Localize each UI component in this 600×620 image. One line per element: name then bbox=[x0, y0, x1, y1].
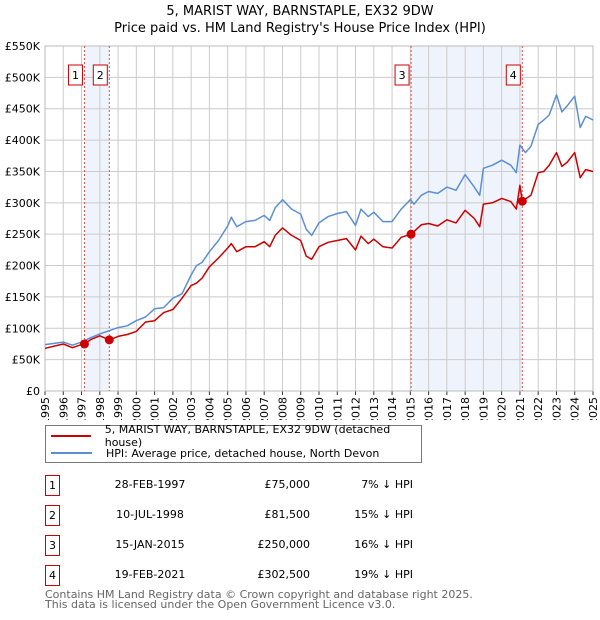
x-tick-label: 2003 bbox=[185, 397, 198, 420]
legend-label: 5, MARIST WAY, BARNSTAPLE, EX32 9DW (det… bbox=[104, 423, 391, 449]
transaction-price: £302,500 bbox=[257, 568, 311, 581]
sale-label: 3 bbox=[399, 69, 406, 82]
x-tick-label: 1998 bbox=[94, 397, 107, 420]
transaction-hpi-diff: 7% ↓ HPI bbox=[361, 478, 413, 491]
transaction-row: 4 19-FEB-2021 £302,500 19% ↓ HPI bbox=[45, 565, 425, 587]
transaction-row: 2 10-JUL-1998 £81,500 15% ↓ HPI bbox=[45, 505, 425, 527]
transaction-number: 4 bbox=[45, 565, 60, 586]
x-tick-label: 2014 bbox=[386, 397, 399, 420]
x-tick-label: 2018 bbox=[459, 397, 472, 420]
sale-point bbox=[517, 196, 527, 206]
x-tick-label: 2016 bbox=[423, 397, 436, 420]
y-tick-label: £450K bbox=[5, 103, 41, 116]
x-tick-label: 2010 bbox=[313, 397, 326, 420]
transaction-price: £250,000 bbox=[257, 538, 311, 551]
legend-item-hpi: HPI: Average price, detached house, Nort… bbox=[46, 445, 379, 461]
x-tick-label: 2024 bbox=[569, 397, 582, 420]
y-tick-label: £100K bbox=[5, 322, 41, 335]
x-tick-label: 1995 bbox=[39, 397, 52, 420]
x-tick-label: 2002 bbox=[167, 397, 180, 420]
transaction-price: £81,500 bbox=[264, 508, 311, 521]
transaction-date: 10-JUL-1998 bbox=[116, 508, 184, 521]
transaction-date: 15-JAN-2015 bbox=[115, 538, 185, 551]
y-tick-label: £50K bbox=[12, 354, 41, 367]
series-line bbox=[44, 94, 594, 346]
x-tick-label: 2013 bbox=[368, 397, 381, 420]
y-tick-label: £350K bbox=[5, 165, 41, 178]
sale-label-box bbox=[505, 64, 521, 86]
sale-point bbox=[406, 229, 416, 239]
transaction-number: 3 bbox=[45, 535, 60, 556]
x-tick-label: 2000 bbox=[130, 397, 143, 420]
sale-point bbox=[104, 335, 114, 345]
y-tick-label: £0 bbox=[26, 385, 40, 398]
x-tick-label: 2009 bbox=[295, 397, 308, 420]
x-tick-label: 2012 bbox=[350, 397, 363, 420]
transaction-row: 3 15-JAN-2015 £250,000 16% ↓ HPI bbox=[45, 535, 425, 557]
footer: Contains HM Land Registry data © Crown c… bbox=[45, 588, 473, 611]
legend-swatch-hpi bbox=[51, 452, 92, 454]
x-tick-label: 2022 bbox=[532, 397, 545, 420]
shaded-period bbox=[411, 46, 523, 391]
x-tick-label: 2023 bbox=[550, 397, 563, 420]
chart-title: 5, MARIST WAY, BARNSTAPLE, EX32 9DW bbox=[166, 4, 434, 19]
legend-swatch-price bbox=[51, 435, 91, 437]
x-tick-label: 2020 bbox=[496, 397, 509, 420]
transaction-number: 2 bbox=[45, 505, 60, 526]
x-tick-label: 2021 bbox=[514, 397, 527, 420]
transaction-hpi-diff: 15% ↓ HPI bbox=[354, 508, 413, 521]
x-tick-label: 2015 bbox=[404, 397, 417, 420]
y-tick-label: £250K bbox=[5, 228, 41, 241]
x-tick-label: 2005 bbox=[222, 397, 235, 420]
sale-point bbox=[79, 339, 89, 349]
x-tick-label: 2004 bbox=[203, 397, 216, 420]
legend-label: HPI: Average price, detached house, Nort… bbox=[106, 446, 380, 460]
x-tick-label: 2025 bbox=[587, 397, 600, 420]
x-tick-label: 1997 bbox=[76, 397, 89, 420]
x-tick-label: 2017 bbox=[441, 397, 454, 420]
transaction-date: 28-FEB-1997 bbox=[114, 478, 186, 491]
plot-frame bbox=[44, 45, 594, 392]
x-tick-label: 2007 bbox=[258, 397, 271, 420]
sale-label: 4 bbox=[510, 69, 517, 82]
x-tick-label: 2006 bbox=[240, 397, 253, 420]
legend: 5, MARIST WAY, BARNSTAPLE, EX32 9DW (det… bbox=[45, 423, 422, 463]
sale-label-box bbox=[67, 64, 83, 86]
x-tick-label: 2001 bbox=[149, 397, 162, 420]
transaction-row: 1 28-FEB-1997 £75,000 7% ↓ HPI bbox=[45, 475, 425, 497]
price-chart: 1995 1996 1997 1998 1999 2000 2001 2002 2003 2004… bbox=[5, 40, 600, 420]
x-tick-label: 2008 bbox=[276, 397, 289, 420]
y-tick-label: £550K bbox=[5, 40, 41, 53]
sale-label-box bbox=[92, 64, 108, 86]
x-tick-label: 2019 bbox=[477, 397, 490, 420]
x-tick-label: 1999 bbox=[112, 397, 125, 420]
transaction-date: 19-FEB-2021 bbox=[114, 568, 186, 581]
y-tick-label: £300K bbox=[5, 197, 41, 210]
shaded-period bbox=[84, 46, 110, 391]
y-tick-label: £150K bbox=[5, 291, 41, 304]
y-tick-label: £400K bbox=[5, 134, 41, 147]
transaction-hpi-diff: 16% ↓ HPI bbox=[354, 538, 413, 551]
footer-licence: This data is licensed under the Open Gov… bbox=[45, 598, 396, 611]
sale-label: 2 bbox=[97, 69, 104, 82]
y-tick-label: £200K bbox=[5, 260, 41, 273]
y-tick-label: £500K bbox=[5, 71, 41, 84]
sale-label-box bbox=[394, 64, 410, 86]
legend-item-price: 5, MARIST WAY, BARNSTAPLE, EX32 9DW (det… bbox=[46, 423, 421, 449]
transaction-number: 1 bbox=[45, 475, 60, 496]
sale-label: 1 bbox=[72, 69, 79, 82]
chart-subtitle: Price paid vs. HM Land Registry's House … bbox=[114, 21, 486, 36]
transaction-hpi-diff: 19% ↓ HPI bbox=[354, 568, 413, 581]
x-tick-label: 1996 bbox=[57, 397, 70, 420]
transaction-price: £75,000 bbox=[264, 478, 311, 491]
x-tick-label: 2011 bbox=[331, 397, 344, 420]
footer-copyright: Contains HM Land Registry data © Crown c… bbox=[45, 588, 473, 601]
series-line bbox=[44, 151, 594, 350]
